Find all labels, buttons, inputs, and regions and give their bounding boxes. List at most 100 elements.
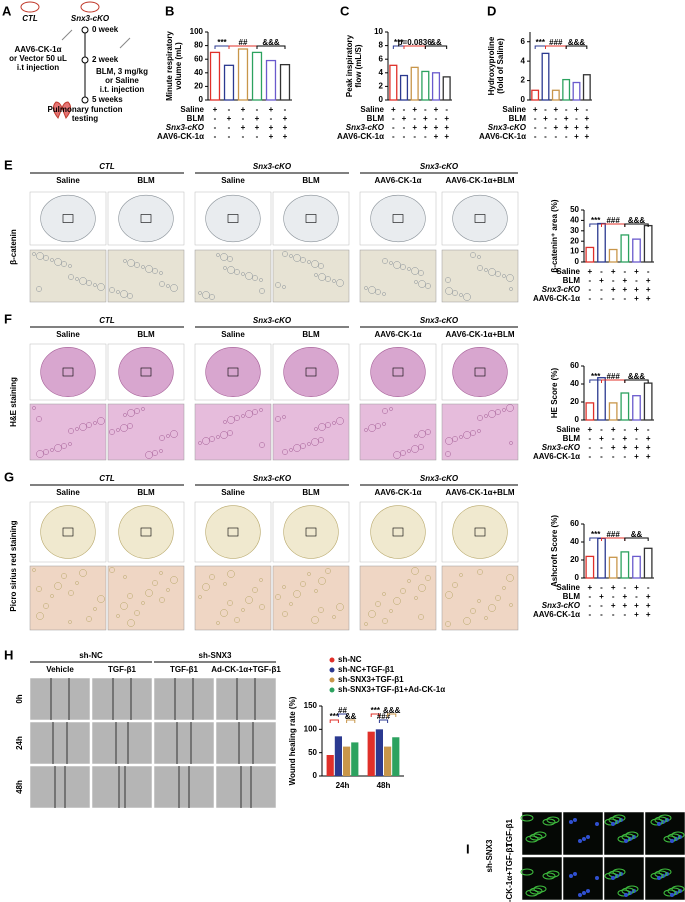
texture: [488, 604, 496, 612]
treatment-sign: -: [588, 276, 591, 285]
texture: [36, 416, 42, 422]
group-label: sh-SNX3: [199, 651, 232, 660]
zoom-box: [305, 367, 317, 377]
treatment-sign: -: [575, 114, 578, 123]
bar: [597, 222, 606, 263]
treatment-sign: -: [544, 105, 547, 114]
texture: [259, 278, 263, 282]
texture: [209, 436, 215, 442]
mouse-icon: [20, 1, 40, 13]
texture: [293, 444, 301, 452]
texture: [332, 615, 336, 619]
texture: [477, 255, 481, 259]
texture: [389, 261, 393, 265]
texture: [289, 602, 293, 606]
treatment-sign: +: [646, 592, 651, 601]
nucleus: [578, 893, 582, 897]
texture: [170, 284, 178, 292]
nucleus: [611, 876, 615, 880]
syringe-icon: [61, 29, 131, 49]
y-tick-label: 8: [379, 41, 384, 50]
scheme-icons: [20, 1, 100, 119]
y-tick-label: 40: [570, 379, 579, 388]
lung-section: [370, 505, 426, 559]
treatment-sign: +: [283, 114, 288, 123]
group-label: Snx3-cKO: [420, 316, 459, 325]
row-label: 0h: [15, 694, 24, 703]
treatment-sign: +: [444, 123, 449, 132]
treatment-label: Snx3-cKO: [542, 443, 581, 452]
treatment-sign: +: [622, 276, 627, 285]
texture: [123, 259, 127, 263]
texture: [227, 430, 233, 436]
treatment-sign: +: [611, 601, 616, 610]
significance-label: ###: [606, 216, 620, 225]
fluorescence-image: [644, 811, 685, 856]
scratch-image: [153, 721, 215, 765]
significance-label: &&: [430, 38, 442, 47]
texture: [123, 413, 127, 417]
treatment-sign: +: [584, 114, 589, 123]
treatment-sign: +: [564, 123, 569, 132]
injection-note: or Vector 50 uL: [9, 54, 67, 63]
zoom-image: [194, 249, 272, 303]
texture: [484, 616, 488, 620]
column-label: Saline: [56, 330, 80, 339]
texture: [425, 283, 431, 289]
texture: [216, 435, 220, 439]
texture: [120, 602, 128, 610]
significance-bracket: [378, 719, 389, 723]
group-label: Snx3-cKO: [420, 474, 459, 483]
bar: [392, 737, 400, 776]
y-tick-label: 100: [190, 27, 204, 36]
treatment-sign: +: [611, 443, 616, 452]
injection-note: or Saline: [105, 76, 139, 85]
texture: [463, 293, 471, 301]
lung-section: [40, 194, 96, 243]
zoom-image: [359, 249, 437, 303]
legend-label: sh-SNX3+TGF-β1: [338, 675, 404, 684]
treatment-label: Snx3-cKO: [542, 285, 581, 294]
nucleus: [624, 893, 628, 897]
texture: [166, 284, 170, 288]
treatment-sign: -: [403, 132, 406, 141]
column-label: TGF-β1: [108, 665, 137, 674]
treatment-sign: -: [256, 105, 259, 114]
y-tick-label: 0: [379, 95, 384, 104]
treatment-label: AAV6-CK-1α: [533, 452, 580, 461]
treatment-sign: +: [646, 294, 651, 303]
texture: [495, 271, 501, 277]
treatment-sign: -: [588, 592, 591, 601]
zoom-box: [140, 367, 152, 377]
treatment-sign: -: [623, 452, 626, 461]
treatment-sign: -: [600, 267, 603, 276]
texture: [282, 415, 286, 419]
lung-section: [283, 347, 339, 397]
texture: [325, 568, 331, 574]
texture: [318, 263, 324, 269]
texture: [425, 575, 431, 581]
texture: [368, 610, 376, 618]
treatment-sign: -: [554, 114, 557, 123]
bar: [410, 66, 419, 101]
treatment-sign: +: [587, 267, 592, 276]
texture: [75, 581, 79, 585]
bar: [597, 537, 606, 579]
nucleus: [595, 822, 599, 826]
lung-section: [205, 505, 261, 559]
bar: [237, 48, 249, 101]
texture: [234, 269, 240, 275]
texture: [418, 270, 424, 276]
bar: [251, 51, 263, 101]
texture: [445, 437, 453, 445]
texture: [488, 410, 496, 418]
texture: [325, 276, 331, 282]
zoom-image: [441, 249, 519, 303]
nucleus: [611, 822, 615, 826]
texture: [127, 593, 133, 599]
treatment-sign: +: [412, 105, 417, 114]
y-tick-label: 100: [304, 724, 318, 733]
significance-label: ***: [591, 530, 601, 539]
injection-note: AAV6-CK-1α: [15, 45, 62, 54]
treatment-sign: -: [392, 132, 395, 141]
